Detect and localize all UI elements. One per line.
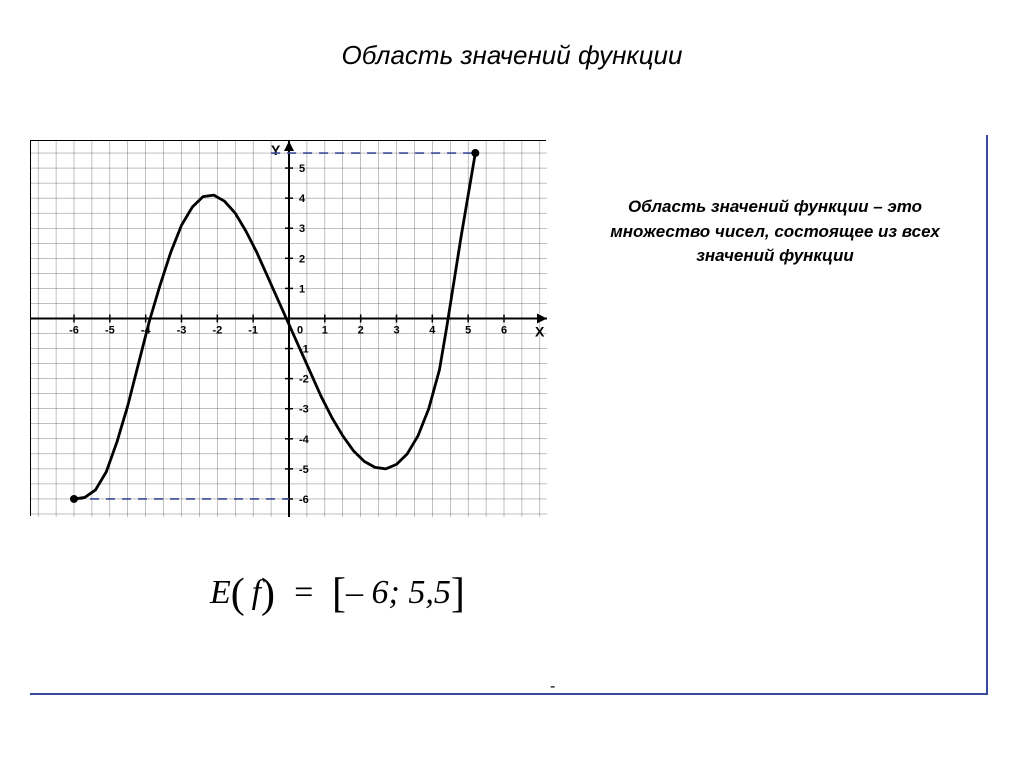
definition-text: Область значений функции – это множество… [580, 195, 970, 269]
svg-text:X: X [535, 323, 545, 339]
svg-text:6: 6 [501, 324, 507, 336]
svg-text:5: 5 [465, 324, 471, 336]
open-paren: ( [231, 571, 245, 617]
svg-text:-1: -1 [248, 324, 258, 336]
svg-text:2: 2 [358, 324, 364, 336]
svg-text:-4: -4 [299, 434, 310, 446]
svg-text:-6: -6 [69, 324, 79, 336]
svg-text:0: 0 [297, 324, 303, 336]
range-formula: E( f) = [– 6; 5,5] [210, 570, 465, 618]
svg-text:-3: -3 [177, 324, 187, 336]
svg-text:4: 4 [299, 193, 306, 205]
function-chart: -6-5-4-3-2-112345612345-1-2-3-4-5-60XY [30, 140, 546, 516]
stray-dash: - [550, 678, 555, 696]
formula-rhs: – 6; 5,5 [346, 574, 451, 611]
svg-text:1: 1 [322, 324, 328, 336]
svg-text:2: 2 [299, 253, 305, 265]
svg-text:3: 3 [299, 223, 305, 235]
close-bracket: ] [451, 571, 465, 617]
svg-text:Y: Y [271, 142, 281, 158]
svg-text:-2: -2 [212, 324, 222, 336]
svg-text:4: 4 [429, 324, 436, 336]
open-bracket: [ [332, 571, 346, 617]
svg-text:-6: -6 [299, 494, 309, 506]
svg-text:-5: -5 [299, 464, 309, 476]
svg-text:3: 3 [393, 324, 399, 336]
close-paren: ) [261, 571, 275, 617]
svg-text:1: 1 [299, 283, 305, 295]
svg-text:-5: -5 [105, 324, 115, 336]
formula-f: f [252, 574, 261, 611]
page-title: Область значений функции [0, 0, 1024, 71]
svg-text:5: 5 [299, 163, 305, 175]
formula-E: E [210, 574, 231, 611]
svg-text:-2: -2 [299, 374, 309, 386]
svg-text:-3: -3 [299, 404, 309, 416]
